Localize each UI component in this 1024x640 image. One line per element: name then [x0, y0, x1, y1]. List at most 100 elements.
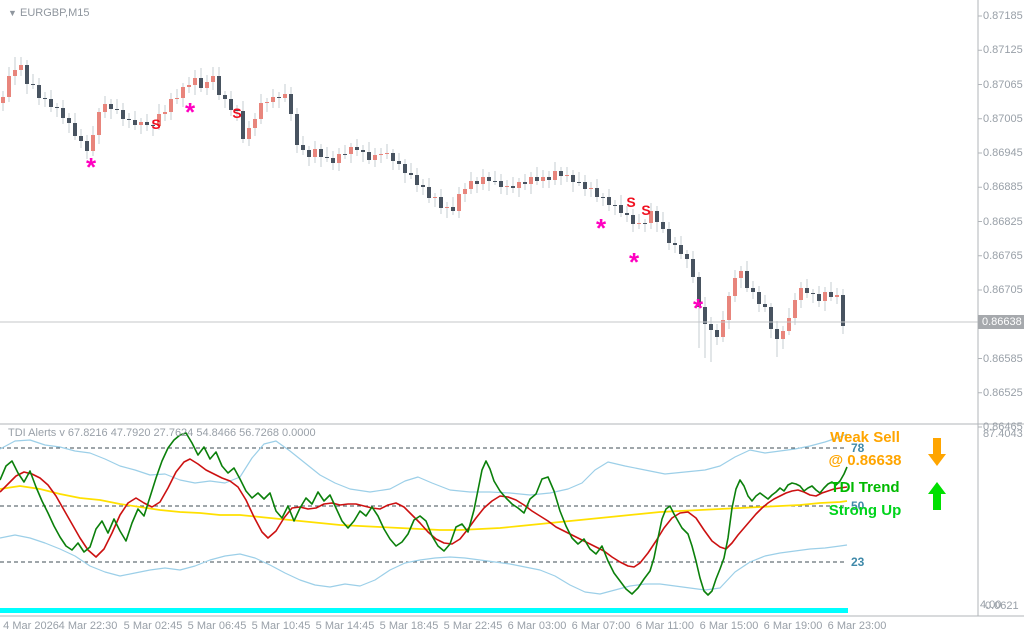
candle-body	[709, 324, 713, 330]
collapse-triangle-icon[interactable]: ▼	[8, 8, 17, 18]
candle-body	[199, 78, 203, 88]
candle-body	[493, 181, 497, 182]
indicator-axis-bottom-b: 0.0621	[985, 600, 1019, 612]
candle-body	[745, 271, 749, 288]
candle-body	[535, 177, 539, 181]
candle-body	[121, 110, 125, 119]
candle-body	[67, 118, 71, 123]
buy-arrow-up-icon	[928, 482, 946, 510]
candle-body	[757, 292, 761, 304]
candle-body	[685, 254, 689, 259]
candle-body	[229, 99, 233, 110]
candle-body	[301, 145, 305, 150]
candle-body	[511, 186, 515, 188]
time-axis-label: 6 Mar 23:00	[827, 620, 887, 632]
time-axis-label: 6 Mar 19:00	[763, 620, 823, 632]
candle-body	[61, 108, 65, 118]
indicator-line	[0, 485, 848, 531]
candle-body	[565, 175, 569, 176]
candle-body	[385, 153, 389, 154]
candle-body	[43, 98, 47, 99]
candle-body	[649, 211, 653, 223]
candle-body	[835, 295, 839, 297]
candle-body	[307, 150, 311, 157]
candle-body	[391, 153, 395, 161]
candle-body	[355, 147, 359, 150]
time-axis-label: 5 Mar 02:45	[123, 620, 183, 632]
candle-body	[517, 182, 521, 188]
candle-body	[415, 175, 419, 185]
candle-body	[661, 222, 665, 229]
candle-body	[763, 304, 767, 307]
candle-body	[793, 300, 797, 318]
candle-body	[475, 181, 479, 184]
candle-body	[403, 164, 407, 173]
candle-body	[829, 292, 833, 297]
candle-body	[343, 154, 347, 155]
candle-body	[211, 76, 215, 82]
candle-body	[259, 103, 263, 119]
time-axis-label: 6 Mar 07:00	[571, 620, 631, 632]
current-price-badge: 0.86638	[978, 315, 1024, 329]
candle-body	[589, 188, 593, 189]
candle-body	[427, 187, 431, 198]
candle-body	[577, 182, 581, 183]
symbol-title: ▼ EURGBP,M15	[8, 7, 89, 19]
candle-body	[523, 182, 527, 184]
chart-frame	[0, 0, 1024, 617]
candle-body	[655, 211, 659, 222]
candle-body	[553, 171, 557, 180]
sell-arrow-down-icon	[928, 438, 946, 466]
candle-body	[277, 97, 281, 98]
candle-body	[811, 293, 815, 294]
indicator-line	[0, 432, 848, 596]
asterisk-signal-icon: *	[86, 152, 97, 182]
candle-body	[625, 213, 629, 215]
time-axis-label: 6 Mar 11:00	[636, 620, 694, 632]
candle-body	[691, 259, 695, 277]
candle-body	[559, 171, 563, 176]
candle-body	[151, 125, 155, 126]
candle-body	[79, 136, 83, 141]
indicator-level-label: 78	[851, 441, 865, 455]
candle-body	[595, 188, 599, 197]
tdi-indicator-lines	[0, 432, 848, 613]
candle-body	[421, 185, 425, 187]
candle-body	[169, 99, 173, 112]
candle-body	[643, 223, 647, 224]
candle-body	[163, 112, 167, 114]
candle-body	[7, 76, 11, 97]
price-axis-label: 0.87005	[983, 112, 1023, 125]
time-axis-label: 5 Mar 14:45	[315, 620, 375, 632]
candle-body	[217, 76, 221, 95]
candle-body	[541, 177, 545, 181]
candle-body	[667, 229, 671, 243]
candle-body	[673, 243, 677, 245]
candle-body	[187, 85, 191, 87]
candle-body	[721, 320, 725, 337]
weak-sell-alert-line1: Weak Sell	[830, 429, 900, 446]
candle-body	[13, 70, 17, 76]
candle-body	[289, 94, 293, 114]
price-axis-label: 0.87125	[983, 44, 1023, 57]
time-axis-label: 6 Mar 15:00	[699, 620, 759, 632]
candle-body	[247, 128, 251, 139]
asterisk-signal-icon: *	[596, 213, 607, 243]
asterisk-signal-icon: *	[185, 97, 196, 127]
sell-signal-icon: S	[641, 202, 650, 218]
candle-body	[283, 94, 287, 98]
candle-body	[805, 288, 809, 293]
time-axis-label: 5 Mar 06:45	[187, 620, 247, 632]
candle-body	[613, 205, 617, 206]
candle-body	[715, 330, 719, 337]
candle-body	[583, 182, 587, 189]
signal-markers: *****SSS S	[86, 97, 704, 323]
candle-body	[73, 123, 77, 136]
tdi-trend-alert-line2: Strong Up	[828, 502, 902, 519]
asterisk-signal-icon: *	[693, 293, 704, 323]
candle-body	[457, 194, 461, 211]
price-axis-label: 0.87065	[983, 78, 1023, 91]
candle-body	[397, 161, 401, 164]
